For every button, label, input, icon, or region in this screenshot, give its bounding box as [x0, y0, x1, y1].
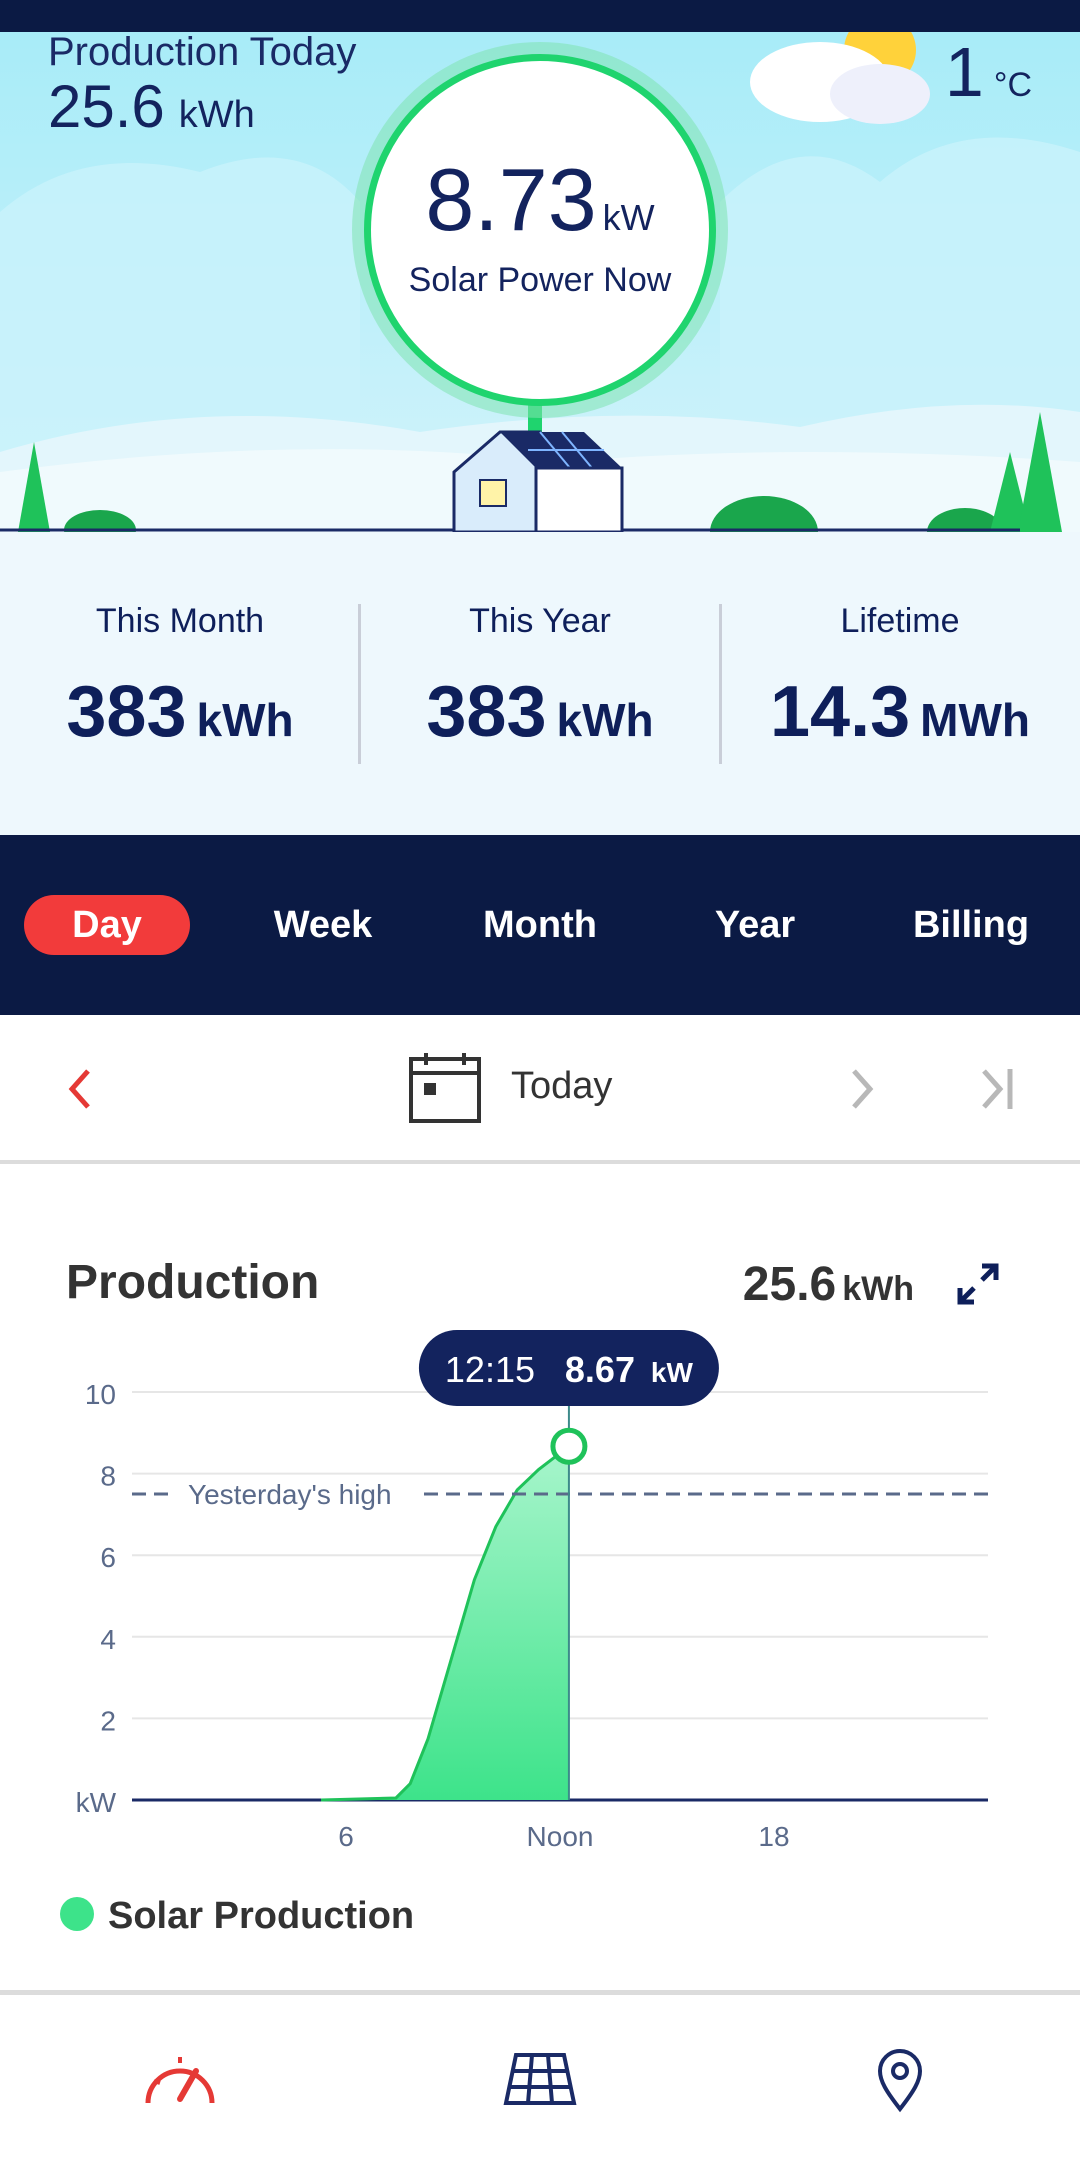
- temperature: 1 °C: [945, 32, 1032, 112]
- date-label[interactable]: Today: [511, 1065, 613, 1107]
- summary-lifetime[interactable]: Lifetime 14.3 MWh: [720, 602, 1080, 753]
- chevron-left-icon[interactable]: [64, 1063, 96, 1115]
- summary-value: 383: [66, 672, 187, 752]
- bottom-navigation: [0, 1995, 1080, 2168]
- power-now-value: 8.73: [425, 150, 597, 249]
- power-now-gauge[interactable]: 8.73 kW Solar Power Now: [364, 54, 716, 406]
- landscape-illustration: [0, 32, 1080, 532]
- production-card-total: 25.6 kWh: [743, 1257, 914, 1312]
- tooltip-value: 8.67: [565, 1349, 635, 1390]
- tab-month[interactable]: Month: [483, 904, 597, 946]
- y-tick-label: kW: [76, 1787, 117, 1818]
- summary-unit: kWh: [556, 694, 654, 746]
- legend-swatch: [60, 1896, 94, 1931]
- tooltip-time: 12:15: [445, 1349, 535, 1390]
- expand-icon[interactable]: [954, 1260, 1002, 1308]
- temperature-unit: °C: [993, 66, 1032, 104]
- tab-year[interactable]: Year: [714, 904, 796, 946]
- tooltip-point: [550, 1427, 588, 1465]
- summary-value: 14.3: [770, 672, 911, 752]
- tab-billing[interactable]: Billing: [912, 904, 1030, 946]
- summary-title: Lifetime: [840, 602, 960, 640]
- summary-value: 383: [426, 672, 547, 752]
- y-tick-label: 2: [100, 1705, 116, 1736]
- summary-title: This Year: [469, 602, 611, 640]
- energy-summary: This Month 383 kWh This Year 383 kWh Lifet…: [0, 532, 1080, 835]
- temperature-value: 1: [944, 33, 984, 111]
- summary-unit: MWh: [920, 694, 1030, 746]
- solar-production-area: [321, 1446, 569, 1800]
- y-tick-label: 4: [100, 1624, 116, 1655]
- solar-panel-icon[interactable]: [502, 2047, 578, 2111]
- date-navigation: Today: [0, 1015, 1080, 1164]
- bottom-divider: [0, 1990, 1080, 1995]
- legend-label: Solar Production: [108, 1895, 415, 1937]
- y-tick-label: 6: [100, 1542, 116, 1573]
- production-total-value: 25.6: [742, 1258, 837, 1311]
- location-pin-icon[interactable]: [876, 2047, 924, 2113]
- production-today-value: 25.6 kWh: [48, 72, 255, 141]
- chart-legend: Solar Production: [60, 1895, 414, 1938]
- x-tick-label: Noon: [527, 1821, 594, 1852]
- production-today-unit: kWh: [178, 94, 255, 136]
- production-today-label: Production Today: [48, 32, 357, 74]
- calendar-icon[interactable]: [408, 1051, 482, 1125]
- summary-divider: [719, 604, 722, 764]
- tab-week[interactable]: Week: [273, 904, 373, 946]
- summary-this-year[interactable]: This Year 383 kWh: [360, 602, 720, 753]
- tooltip-box: [418, 1330, 719, 1406]
- reference-line-label: Yesterday's high: [188, 1479, 392, 1510]
- skip-to-end-icon[interactable]: [978, 1063, 1018, 1115]
- summary-title: This Month: [95, 602, 265, 640]
- power-now-unit: kW: [602, 197, 655, 238]
- hero-panel: Production Today 25.6 kWh 1 °C 8.73 kW Sola…: [0, 32, 1080, 532]
- summary-this-month[interactable]: This Month 383 kWh: [0, 602, 360, 753]
- period-tabs: Day Week Month Year Billing: [0, 835, 1080, 1015]
- power-now-label: Solar Power Now: [408, 261, 672, 299]
- y-tick-label: 8: [100, 1461, 116, 1492]
- status-bar: [0, 0, 1080, 32]
- production-today-number: 25.6: [48, 73, 165, 140]
- production-card-title: Production: [66, 1256, 320, 1309]
- y-tick-label: 10: [85, 1379, 116, 1410]
- summary-divider: [358, 604, 361, 764]
- tooltip-unit: kW: [651, 1357, 694, 1388]
- solar-production-line: [320, 1445, 570, 1802]
- production-total-unit: kWh: [842, 1270, 914, 1308]
- tab-day[interactable]: Day: [24, 895, 190, 955]
- x-tick-label: 18: [758, 1821, 789, 1852]
- x-tick-label: 6: [338, 1821, 354, 1852]
- speedometer-icon[interactable]: [142, 2047, 218, 2111]
- production-chart[interactable]: 10 8 6 4 2 kW 6 Noon 18 Yesterday's high 12:15 8.67…: [0, 1330, 1080, 1870]
- summary-unit: kWh: [196, 694, 294, 746]
- chevron-right-icon[interactable]: [846, 1063, 878, 1115]
